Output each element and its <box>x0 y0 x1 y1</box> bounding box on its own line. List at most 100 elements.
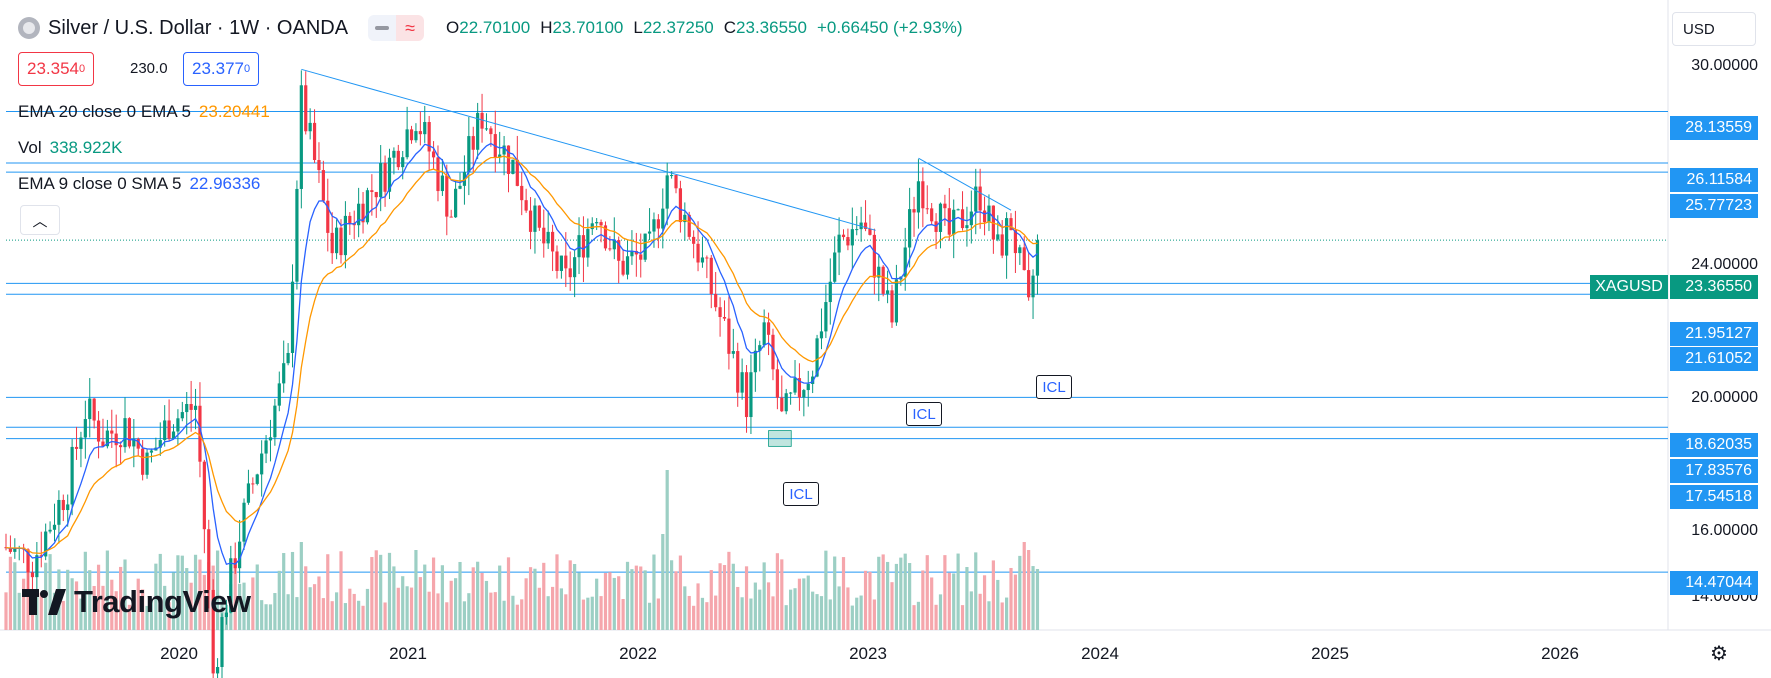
candle-body <box>982 210 987 223</box>
volume-bar <box>154 563 158 630</box>
volume-bar <box>806 575 810 630</box>
spread-value: 230.0 <box>130 60 168 77</box>
collapse-legend-button[interactable]: ︿ <box>20 205 60 235</box>
indicator-ema20[interactable]: EMA 20 close 0 EMA 5 23.20441 <box>18 102 270 121</box>
candle-body <box>775 369 779 398</box>
level-label[interactable]: 14.47044 <box>1670 571 1758 595</box>
volume-bar <box>462 601 467 630</box>
candle-body <box>925 208 929 210</box>
sell-button[interactable]: 23.354 0 <box>18 52 95 86</box>
candle-body <box>956 209 960 211</box>
volume-bar <box>83 551 87 630</box>
icl-label[interactable]: ICL <box>906 402 942 426</box>
candle-body <box>211 589 215 674</box>
volume-bar <box>656 598 660 630</box>
candle-body <box>260 453 264 475</box>
settings-gear-icon[interactable]: ⚙ <box>1710 642 1728 665</box>
volume-bar <box>295 597 299 630</box>
volume-bar <box>343 603 348 630</box>
candle-body <box>916 181 921 213</box>
level-label[interactable]: 28.13559 <box>1670 116 1758 140</box>
candle-body <box>612 240 616 250</box>
demand-zone-box <box>768 430 792 447</box>
hide-indicators-icon[interactable] <box>368 15 397 41</box>
candle-body <box>101 441 105 447</box>
volume-bar <box>947 572 951 630</box>
volume-bar <box>634 565 638 630</box>
volume-bar <box>603 572 608 630</box>
ema-fast-line <box>5 142 1038 565</box>
compare-wave-icon[interactable]: ≈ <box>396 15 425 41</box>
candle-body <box>273 405 277 438</box>
level-label[interactable]: 18.62035 <box>1670 433 1758 457</box>
level-label[interactable]: 26.11584 <box>1670 168 1758 192</box>
volume-bar <box>766 582 771 630</box>
ohlc-close: C23.36550 <box>723 18 807 37</box>
candle-body <box>1000 234 1004 256</box>
volume-bar <box>467 593 471 630</box>
candle-body <box>1027 270 1031 298</box>
candle-body <box>189 404 193 410</box>
candle-body <box>1031 275 1035 298</box>
indicator-volume[interactable]: Vol 338.922K <box>18 138 123 157</box>
level-label[interactable]: 25.77723 <box>1670 194 1758 218</box>
volume-bar <box>79 598 83 630</box>
candle-body <box>401 157 405 168</box>
volume-bar <box>8 556 13 630</box>
volume-bar <box>749 598 753 630</box>
candle-body <box>370 190 374 192</box>
volume-bar <box>317 576 321 630</box>
currency-select[interactable]: USD <box>1672 12 1756 46</box>
level-label[interactable]: 21.61052 <box>1670 347 1758 371</box>
volume-bar <box>586 597 590 630</box>
tradingview-logo[interactable]: TradingView <box>22 584 251 620</box>
candle-body <box>877 266 881 278</box>
candle-body <box>127 418 132 447</box>
volume-bar <box>762 562 766 630</box>
indicator-ema9[interactable]: EMA 9 close 0 SMA 5 22.96336 <box>18 174 261 193</box>
candle-body <box>912 209 916 213</box>
candle-body <box>665 175 669 209</box>
volume-bar <box>246 596 251 630</box>
candle-body <box>705 257 709 259</box>
level-label[interactable]: 21.95127 <box>1670 322 1758 346</box>
level-label[interactable]: 17.54518 <box>1670 485 1758 509</box>
candle-body <box>506 145 511 174</box>
volume-bar <box>934 604 938 630</box>
symbol-title[interactable]: Silver / U.S. Dollar · 1W · OANDA <box>48 16 349 39</box>
volume-bar <box>687 595 691 630</box>
buy-button[interactable]: 23.377 0 <box>183 52 260 86</box>
candle-body <box>176 418 180 432</box>
silver-icon <box>18 17 40 39</box>
volume-bar <box>511 595 515 630</box>
volume-bar <box>480 572 484 630</box>
volume-bar <box>709 570 713 630</box>
candle-body <box>498 154 502 158</box>
volume-bar <box>1031 566 1035 630</box>
candle-body <box>938 203 943 232</box>
chart-header: Silver / U.S. Dollar · 1W · OANDA ≈ O22.… <box>18 14 963 42</box>
candle-body <box>639 254 643 260</box>
candle-body <box>96 420 101 442</box>
candle-body <box>965 225 969 229</box>
candle-body <box>943 203 947 209</box>
volume-bar <box>780 559 784 630</box>
candle-body <box>890 290 894 323</box>
icl-label[interactable]: ICL <box>783 482 819 506</box>
icl-label[interactable]: ICL <box>1036 375 1072 399</box>
candle-body <box>409 129 414 141</box>
volume-bar <box>251 577 255 630</box>
volume-bar <box>683 586 687 630</box>
candle-body <box>207 529 211 590</box>
candle-body <box>850 229 854 246</box>
candle-body <box>564 255 568 269</box>
candle-body <box>224 612 228 618</box>
volume-bar <box>899 557 903 630</box>
candle-body <box>268 437 273 441</box>
candle-body <box>123 418 127 448</box>
volume-bar <box>334 592 339 630</box>
candle-body <box>647 231 652 234</box>
candle-body <box>793 378 797 393</box>
level-label[interactable]: 17.83576 <box>1670 459 1758 483</box>
